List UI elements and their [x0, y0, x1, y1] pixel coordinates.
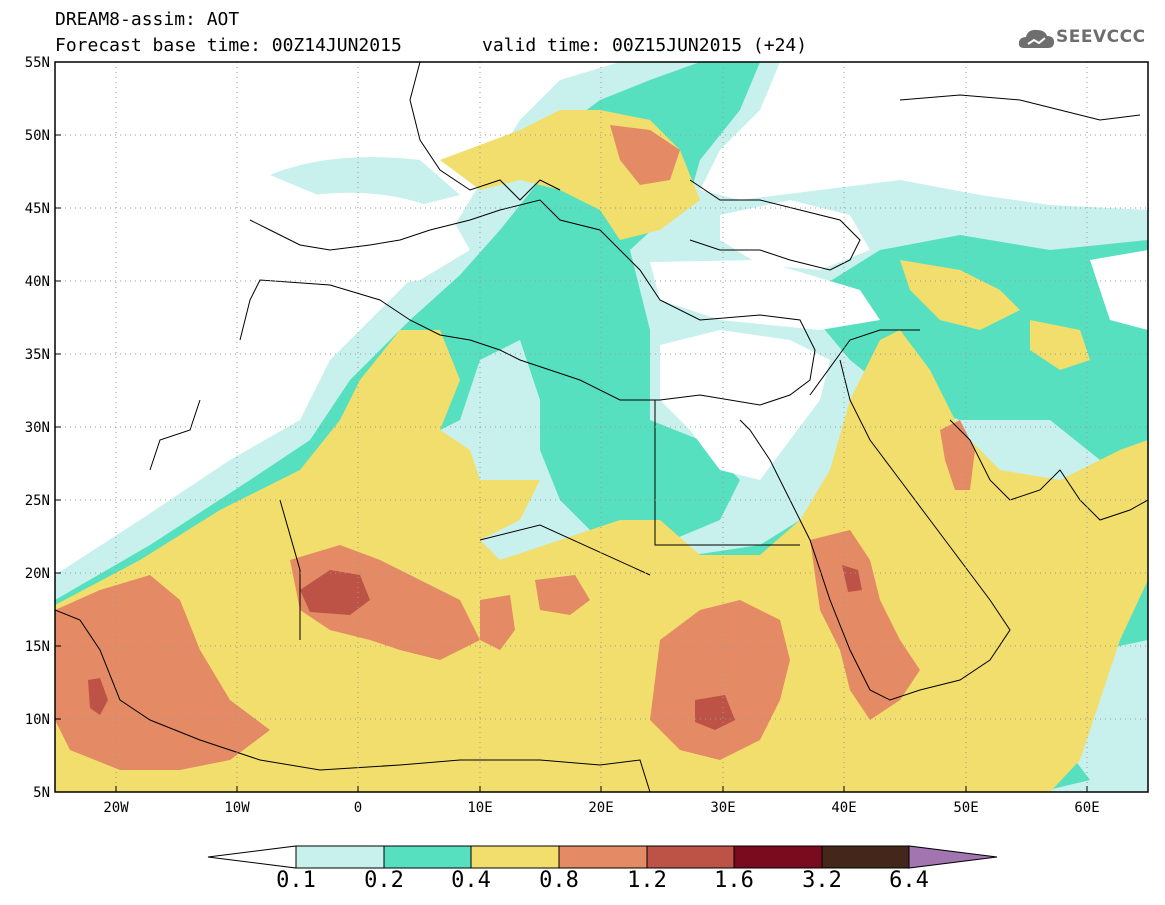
colorbar-swatch [646, 845, 735, 869]
lat-label: 30N [25, 420, 50, 436]
colorbar-under-arrow [207, 845, 297, 869]
logo-text: SEEVCCC [1056, 27, 1146, 47]
lon-label: 40E [831, 800, 856, 816]
colorbar-label: 6.4 [889, 868, 929, 893]
aot-band-0-8-eritrea [810, 530, 920, 720]
clear-sky-central-europe [280, 192, 470, 290]
aot-band-0-8-lake [480, 595, 515, 650]
lon-label: 30E [710, 800, 735, 816]
lat-label: 20N [25, 566, 50, 582]
aot-band-0-8-balkans [610, 125, 680, 185]
colorbar-swatch [733, 845, 823, 869]
aot-band-0-8-west [55, 575, 270, 770]
lat-label: 25N [25, 493, 50, 509]
colorbar-label: 1.2 [627, 868, 667, 893]
aot-band-0-8-central [535, 575, 590, 615]
aot-band-1-2-sudan [695, 695, 735, 730]
aot-band-0-1-north [270, 157, 460, 205]
colorbar-label: 1.6 [714, 868, 754, 893]
lat-label: 55N [25, 55, 50, 71]
lat-lon-grid [55, 62, 1148, 792]
clear-sky-black-sea [720, 200, 870, 270]
colorbar-label: 0.4 [451, 868, 491, 893]
lon-label: 10W [224, 800, 250, 816]
seevccc-logo [1018, 24, 1148, 54]
lon-label: 20E [588, 800, 613, 816]
clear-sky-gulf [1090, 250, 1148, 330]
lon-label: 0 [354, 800, 362, 816]
lat-label: 10N [25, 712, 50, 728]
lat-label: 50N [25, 128, 50, 144]
lat-label: 35N [25, 347, 50, 363]
clear-sky-turkey [650, 260, 880, 330]
colorbar-label: 0.8 [539, 868, 579, 893]
lon-label: 50E [953, 800, 978, 816]
colorbar-swatch [470, 845, 560, 869]
colorbar-label: 0.2 [364, 868, 404, 893]
aot-band-0-2-east [800, 235, 1148, 460]
colorbar-label: 0.1 [276, 868, 316, 893]
aot-band-1-2-mali [300, 570, 370, 615]
colorbar-swatch [558, 845, 648, 869]
aot-band-1-2-senegal [88, 678, 108, 715]
clear-sky-northeast [900, 100, 1148, 205]
map-title: DREAM8-assim: AOT [55, 9, 240, 30]
axis-ticks [55, 61, 1088, 793]
colorbar-swatch [295, 845, 385, 869]
coastlines [55, 62, 1148, 792]
lat-label: 45N [25, 201, 50, 217]
aot-band-0-8-sudan [650, 600, 790, 760]
colorbar [207, 845, 998, 869]
clear-sky-east-med [660, 330, 830, 480]
lat-label: 15N [25, 639, 50, 655]
aot-band-0-4-ne [1030, 320, 1090, 370]
valid-time: valid time: 00Z15JUN2015 (+24) [482, 35, 808, 56]
lat-label: 40N [25, 274, 50, 290]
forecast-base-time: Forecast base time: 00Z14JUN2015 [55, 35, 402, 56]
clear-sky-northwest [200, 62, 530, 160]
colorbar-over-arrow [908, 845, 998, 869]
colorbar-swatch [383, 845, 472, 869]
aot-band-1-2-eritrea [842, 565, 862, 592]
aot-field [55, 62, 1148, 792]
colorbar-label: 3.2 [802, 868, 842, 893]
lon-label: 60E [1074, 800, 1099, 816]
lon-label: 10E [467, 800, 492, 816]
cloud-icon [1018, 29, 1054, 48]
lat-label: 5N [33, 785, 50, 801]
lon-label: 20W [103, 800, 129, 816]
aot-band-0-4-caspian [900, 260, 1020, 330]
colorbar-swatch [821, 845, 910, 869]
